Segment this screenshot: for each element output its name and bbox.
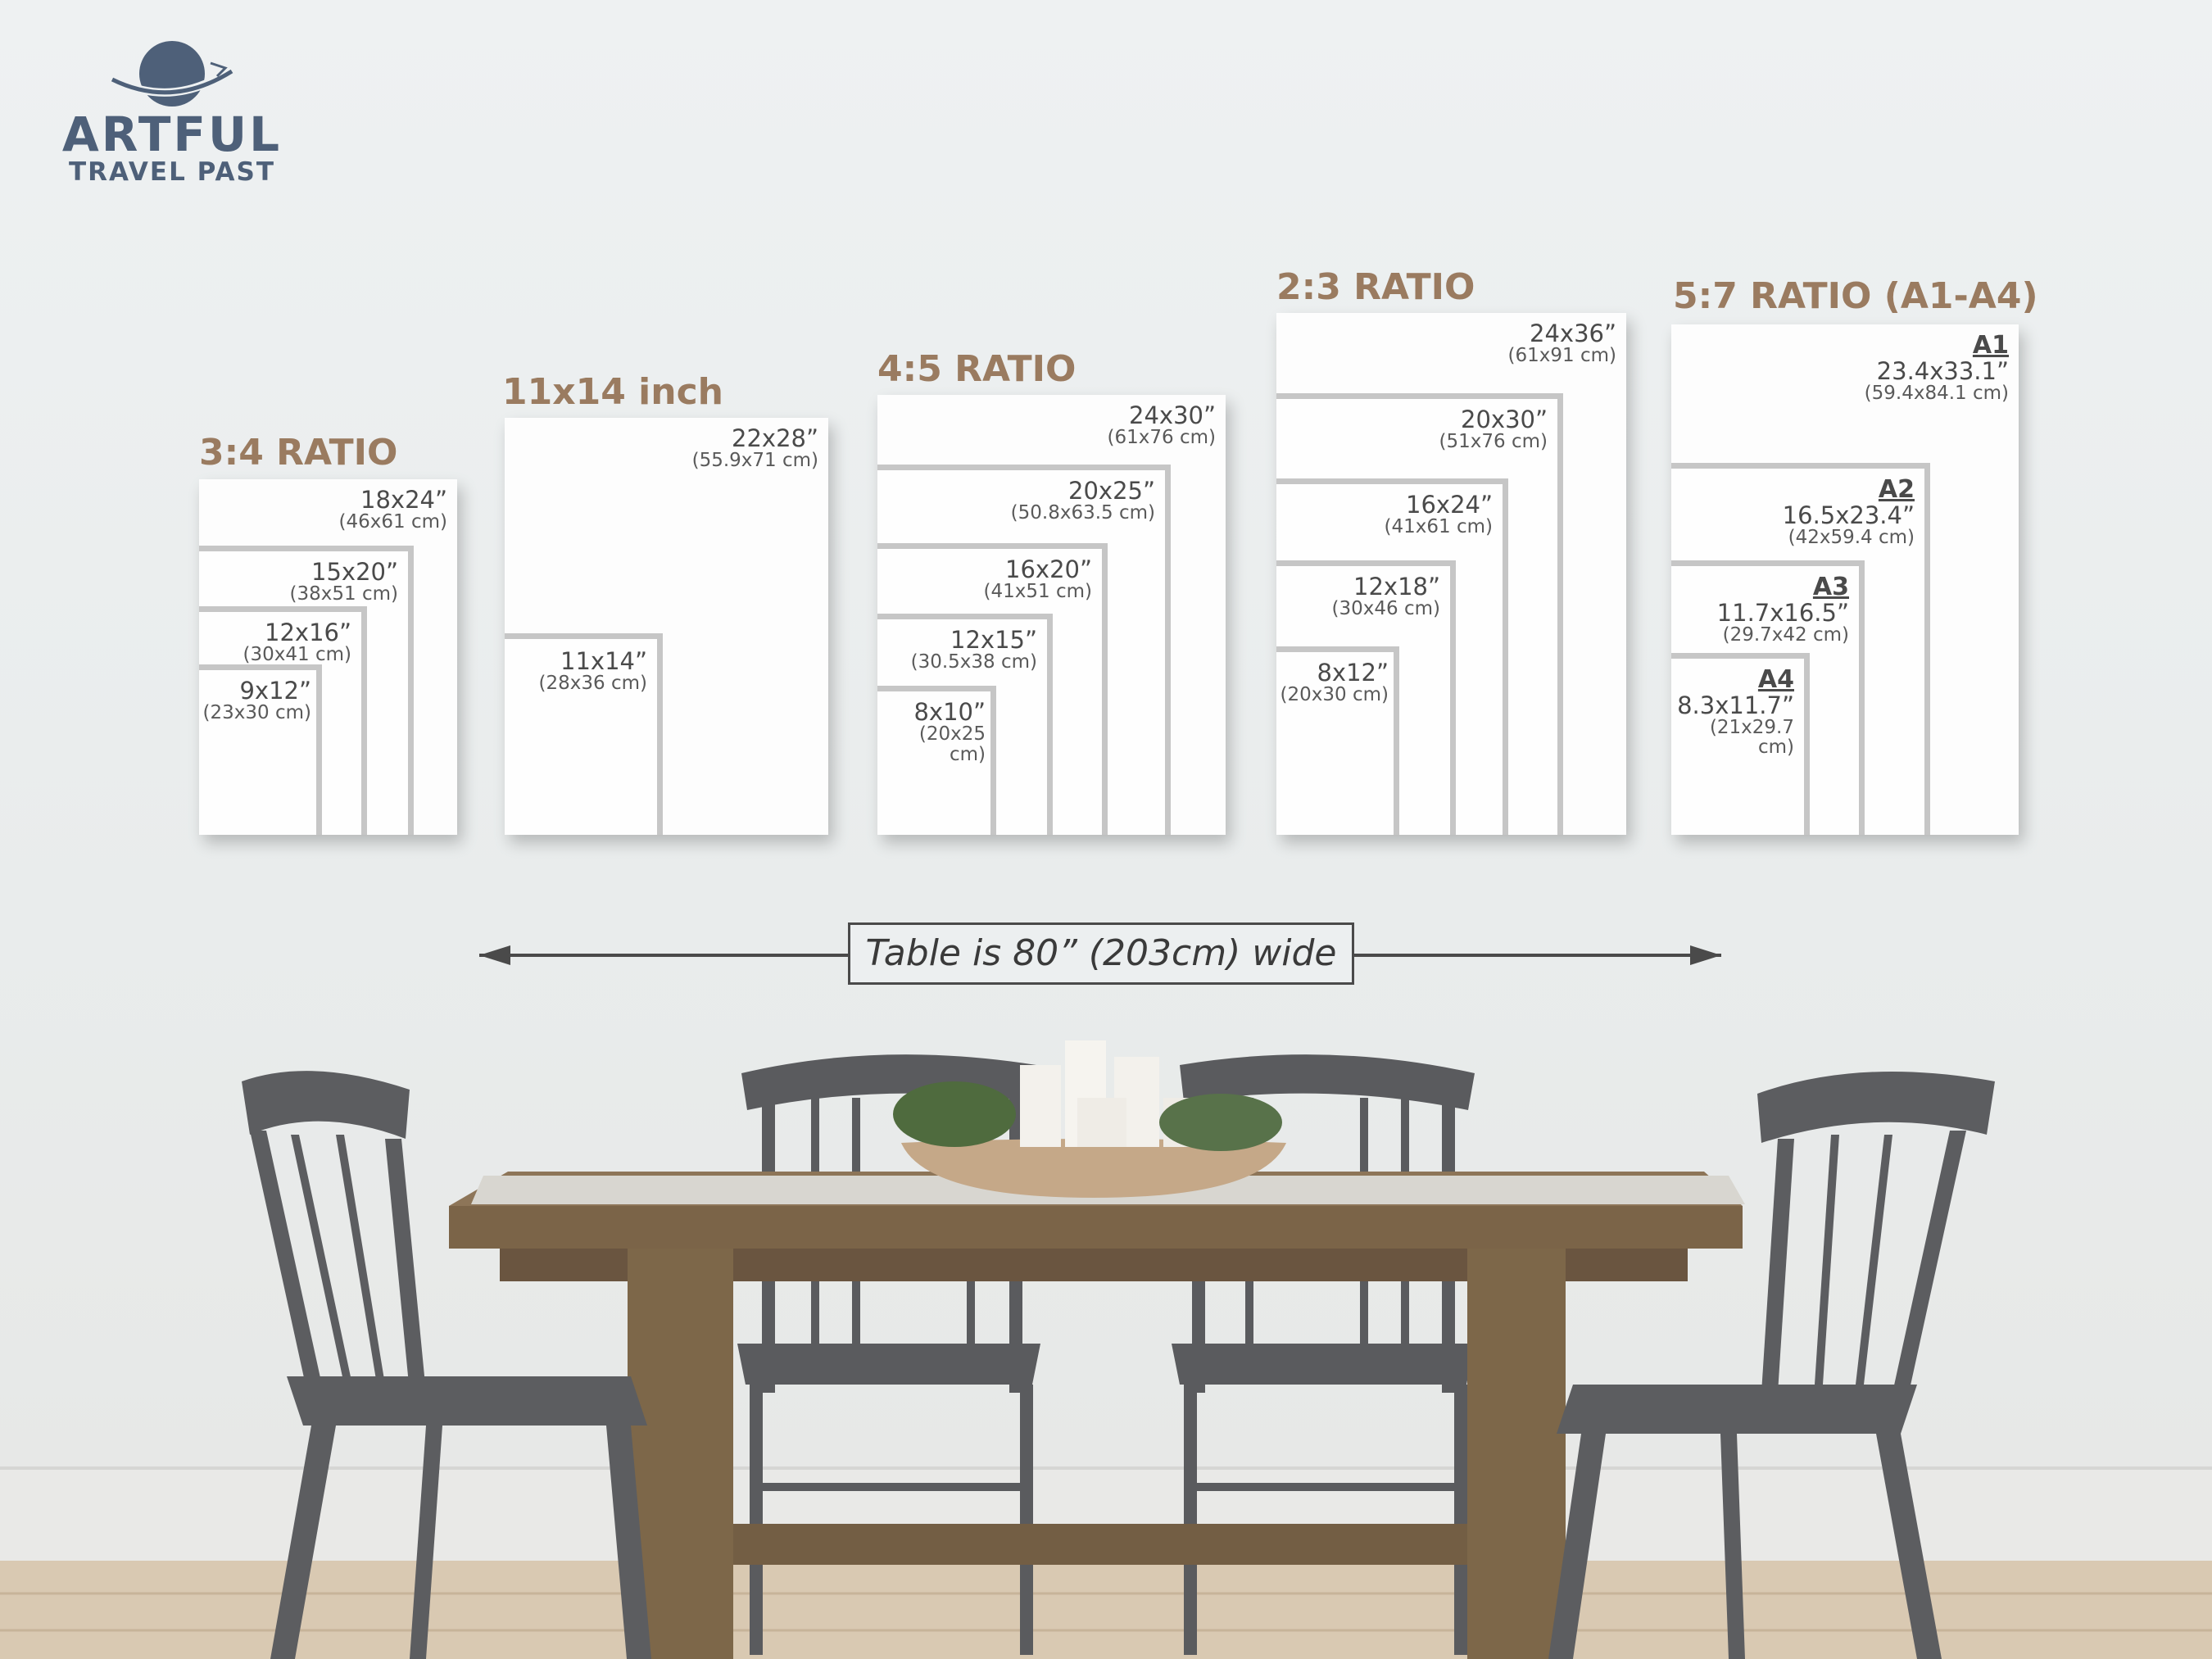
plant — [1159, 1094, 1282, 1151]
globe-with-orbit-icon — [111, 41, 233, 107]
chair-front-left — [242, 1071, 651, 1659]
table-width-label: Table is 80” (203cm) wide — [848, 922, 1354, 985]
size-label-24x36: 24x36” (61x91 cm) — [1507, 320, 1616, 367]
size-frame-11x14: 11x14” (28x36 cm) — [505, 633, 663, 835]
size-frame-8x12: 8x12” (20x30 cm) — [1276, 646, 1399, 835]
size-label-20x30: 20x30” (51x76 cm) — [1439, 406, 1548, 453]
size-label-12x15: 12x15” (30.5x38 cm) — [910, 626, 1037, 673]
size-label-a3: A3 11.7x16.5” (29.7x42 cm) — [1716, 573, 1849, 646]
group-title-3-4: 3:4 RATIO — [199, 432, 398, 474]
size-label-16x20: 16x20” (41x51 cm) — [983, 555, 1092, 603]
logo-line2: TRAVEL PAST — [69, 157, 275, 187]
group-title-4-5: 4:5 RATIO — [877, 348, 1077, 390]
size-label-18x24: 18x24” (46x61 cm) — [338, 486, 447, 533]
centerpiece — [893, 1040, 1286, 1198]
size-label-a4: A4 8.3x11.7” (21x29.7 cm) — [1677, 665, 1794, 759]
size-frame-9x12: 9x12” (23x30 cm) — [199, 664, 322, 835]
panel-3-4-ratio: 18x24” (46x61 cm) 15x20” (38x51 cm) 12x16”… — [199, 479, 457, 835]
group-title-11x14: 11x14 inch — [502, 371, 723, 413]
size-label-8x12: 8x12” (20x30 cm) — [1280, 659, 1389, 706]
panel-5-7-ratio: A1 23.4x33.1” (59.4x84.1 cm) A2 16.5x23.4”(… — [1671, 324, 2019, 835]
logo-line1: ARTFUL — [61, 107, 283, 162]
group-title-2-3: 2:3 RATIO — [1276, 266, 1475, 308]
size-label-a2: A2 16.5x23.4” (42x59.4 cm) — [1782, 475, 1915, 548]
chair-front-right — [1548, 1072, 1995, 1659]
size-label-22x28: 22x28” (55.9x71 cm) — [691, 424, 818, 472]
panel-11x14: 22x28” (55.9x71 cm) 11x14” (28x36 cm) — [505, 418, 828, 835]
wooden-bowl — [901, 1139, 1286, 1198]
size-label-16x24: 16x24” (41x61 cm) — [1384, 491, 1493, 538]
size-label-8x10: 8x10” (20x25 cm) — [913, 698, 986, 765]
wood-floor — [0, 1561, 2212, 1659]
size-label-12x18: 12x18” (30x46 cm) — [1331, 573, 1440, 620]
size-frame-8x10: 8x10” (20x25 cm) — [877, 686, 996, 835]
size-label-a1: A1 23.4x33.1” (59.4x84.1 cm) — [1864, 331, 2009, 404]
group-title-5-7: 5:7 RATIO (A1-A4) — [1673, 275, 2038, 317]
size-label-9x12: 9x12” (23x30 cm) — [202, 677, 311, 724]
panel-4-5-ratio: 24x30” (61x76 cm) 20x25” (50.8x63.5 cm) 16… — [877, 395, 1226, 835]
candle — [1020, 1065, 1061, 1147]
size-label-20x25: 20x25” (50.8x63.5 cm) — [1010, 477, 1155, 524]
size-label-12x16: 12x16” (30x41 cm) — [243, 619, 351, 666]
brand-logo: ARTFUL TRAVEL PAST — [49, 37, 295, 186]
panel-2-3-ratio: 24x36” (61x91 cm) 20x30” (51x76 cm) 16x24”… — [1276, 313, 1626, 835]
candle — [1077, 1098, 1126, 1147]
arrow-right-icon — [1690, 945, 1721, 965]
size-label-15x20: 15x20” (38x51 cm) — [289, 558, 398, 605]
size-frame-a4: A4 8.3x11.7” (21x29.7 cm) — [1671, 653, 1810, 835]
arrow-left-icon — [479, 945, 510, 965]
plant — [893, 1081, 1016, 1147]
size-label-24x30: 24x30” (61x76 cm) — [1107, 401, 1216, 449]
size-label-11x14: 11x14” (28x36 cm) — [538, 647, 647, 695]
